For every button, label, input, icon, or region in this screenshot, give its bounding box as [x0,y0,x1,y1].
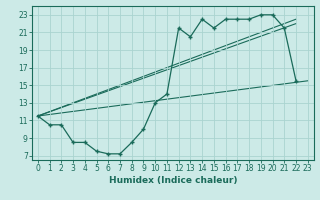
X-axis label: Humidex (Indice chaleur): Humidex (Indice chaleur) [108,176,237,185]
